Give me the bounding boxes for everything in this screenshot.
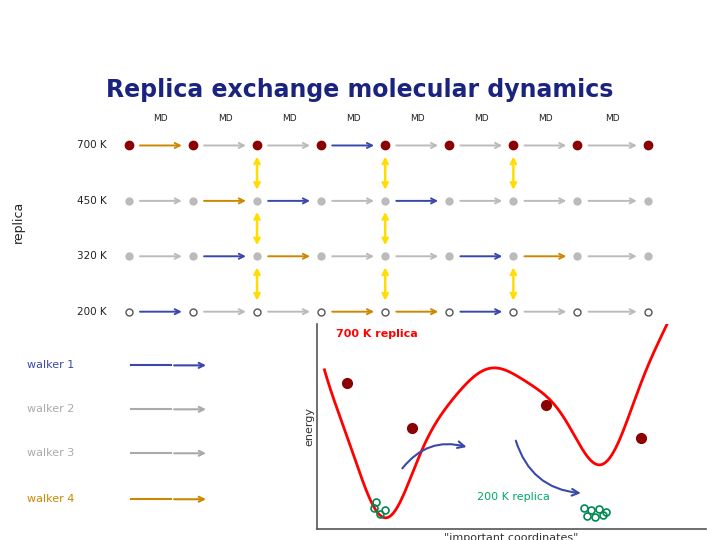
Text: MD: MD: [410, 114, 425, 123]
Text: walker 1: walker 1: [27, 360, 75, 370]
Text: MD: MD: [538, 114, 553, 123]
Text: UNIVERSITY®: UNIVERSITY®: [66, 44, 114, 50]
Text: replica: replica: [12, 200, 24, 242]
Text: 450 K: 450 K: [77, 196, 107, 206]
Y-axis label: energy: energy: [304, 407, 314, 446]
Text: 700 K: 700 K: [77, 140, 107, 151]
Text: 700 K replica: 700 K replica: [336, 329, 418, 339]
Text: 200 K: 200 K: [77, 307, 107, 316]
Text: MD: MD: [606, 114, 620, 123]
Text: TEMPLE: TEMPLE: [66, 15, 140, 32]
Text: 320 K: 320 K: [77, 251, 107, 261]
Bar: [6, 6, 52, 57]
Text: MD: MD: [474, 114, 489, 123]
X-axis label: "important coordinates": "important coordinates": [444, 534, 578, 540]
Text: walker 2: walker 2: [27, 404, 75, 414]
Bar: [22, 26, 35, 56]
Bar: [9, 8, 48, 28]
Text: MD: MD: [217, 114, 233, 123]
Text: MD: MD: [282, 114, 297, 123]
Text: walker 3: walker 3: [27, 448, 75, 458]
Text: 200 K replica: 200 K replica: [477, 492, 550, 502]
Text: Replica exchange molecular dynamics: Replica exchange molecular dynamics: [107, 78, 613, 102]
Text: walker 4: walker 4: [27, 494, 75, 504]
Text: MD: MD: [346, 114, 361, 123]
Text: MD: MD: [153, 114, 168, 123]
